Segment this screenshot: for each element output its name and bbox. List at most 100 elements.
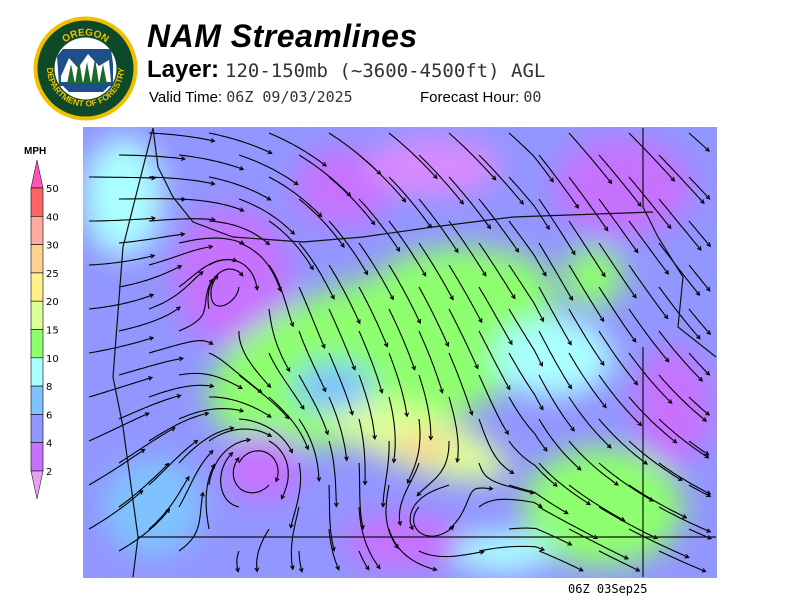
- streamline: [358, 418, 366, 485]
- streamline-arrowhead: [539, 317, 545, 323]
- streamline: [598, 242, 637, 299]
- streamline-arrowhead: [578, 567, 584, 572]
- wind-speed-shading: [83, 137, 713, 572]
- streamline: [568, 132, 613, 184]
- streamline-arrowhead: [180, 156, 186, 161]
- streamline-arrowhead: [538, 361, 544, 367]
- streamline-arrowhead: [416, 491, 422, 497]
- colorbar-tick-label: 20: [46, 297, 59, 308]
- streamline: [208, 220, 270, 245]
- streamline: [658, 550, 706, 573]
- streamline-arrowhead: [706, 330, 711, 336]
- streamline-arrowhead: [330, 294, 335, 300]
- streamline-arrowhead: [289, 322, 295, 328]
- streamline-arrowhead: [602, 403, 607, 409]
- streamline: [208, 428, 272, 442]
- streamline: [118, 233, 185, 244]
- streamline-arrowhead: [599, 361, 605, 367]
- streamline: [118, 427, 176, 464]
- streamline: [328, 440, 337, 507]
- streamline-arrowhead: [468, 410, 474, 416]
- streamline: [658, 374, 707, 422]
- streamline-arrowhead: [228, 451, 234, 457]
- streamline-arrowhead: [700, 199, 705, 205]
- legend-unit: MPH: [24, 146, 47, 157]
- streamline-arrowhead: [165, 508, 171, 514]
- streamline-arrowhead: [670, 176, 676, 182]
- streamline-arrowhead: [317, 212, 323, 218]
- streamline: [568, 352, 607, 408]
- streamline-arrowhead: [351, 365, 356, 371]
- streamline: [298, 198, 345, 248]
- colorbar-segment: [30, 329, 44, 359]
- streamline: [568, 396, 612, 449]
- streamline-arrowhead: [642, 460, 648, 465]
- valid-time-label: Valid Time:: [149, 89, 223, 106]
- streamline: [416, 441, 450, 496]
- streamline-arrowhead: [322, 387, 327, 393]
- streamline: [210, 275, 240, 307]
- streamline: [409, 484, 450, 530]
- streamline: [358, 462, 364, 529]
- streamline-arrowhead: [289, 523, 294, 529]
- streamline-arrowhead: [210, 463, 216, 469]
- streamline: [448, 132, 497, 181]
- streamline-arrowhead: [623, 555, 629, 560]
- streamline: [268, 264, 294, 327]
- streamline: [478, 154, 524, 205]
- streamline: [688, 396, 710, 416]
- streamline: [418, 198, 459, 253]
- streamline: [358, 550, 370, 570]
- streamline-arrowhead: [545, 225, 550, 231]
- streamline-arrowhead: [574, 203, 580, 209]
- streamline: [148, 218, 215, 222]
- streamline-arrowhead: [235, 567, 240, 573]
- streamline: [413, 506, 454, 537]
- streamline-arrowhead: [151, 216, 157, 221]
- streamline-arrowhead: [432, 174, 438, 180]
- streamline: [89, 217, 155, 222]
- streamline-arrowhead: [265, 240, 271, 246]
- streamline-arrowhead: [208, 244, 214, 250]
- streamline: [508, 220, 547, 276]
- streamline: [568, 308, 605, 366]
- streamline-arrowhead: [147, 376, 154, 381]
- streamline: [688, 264, 711, 292]
- streamline-arrowhead: [631, 337, 637, 343]
- streamline: [658, 330, 703, 382]
- streamline-arrowhead: [606, 443, 612, 449]
- streamline-arrowhead: [632, 293, 637, 299]
- forecast-hour: Forecast Hour: 00: [420, 88, 541, 106]
- streamline: [232, 457, 270, 494]
- streamline: [688, 220, 711, 247]
- streamline-arrowhead: [421, 271, 427, 277]
- streamline: [448, 264, 483, 323]
- streamline-arrowhead: [704, 454, 710, 459]
- model-run-stamp: 06Z 03Sep25: [568, 582, 648, 596]
- colorbar-segment: [30, 215, 44, 245]
- streamline: [418, 154, 464, 205]
- streamline: [688, 132, 710, 152]
- streamline-arrowhead: [150, 253, 156, 259]
- streamline: [290, 462, 302, 528]
- streamline-arrowhead: [267, 149, 273, 155]
- streamline: [148, 476, 190, 530]
- streamline-arrowhead: [285, 367, 291, 373]
- streamline: [628, 528, 689, 558]
- colorbar-segment: [30, 357, 44, 387]
- streamline: [298, 330, 327, 392]
- streamline-arrowhead: [444, 342, 450, 348]
- streamline-arrowhead: [570, 426, 575, 432]
- streamline-arrowhead: [519, 199, 524, 205]
- colorbar-segment: [30, 244, 44, 274]
- streamline: [448, 220, 487, 277]
- streamline-arrowhead: [672, 438, 678, 444]
- streamline: [178, 372, 243, 389]
- streamline: [148, 384, 214, 398]
- streamline: [298, 242, 335, 300]
- streamline: [418, 374, 432, 440]
- streamline-arrowhead: [549, 177, 554, 183]
- streamline: [148, 340, 213, 354]
- streamline: [178, 198, 244, 212]
